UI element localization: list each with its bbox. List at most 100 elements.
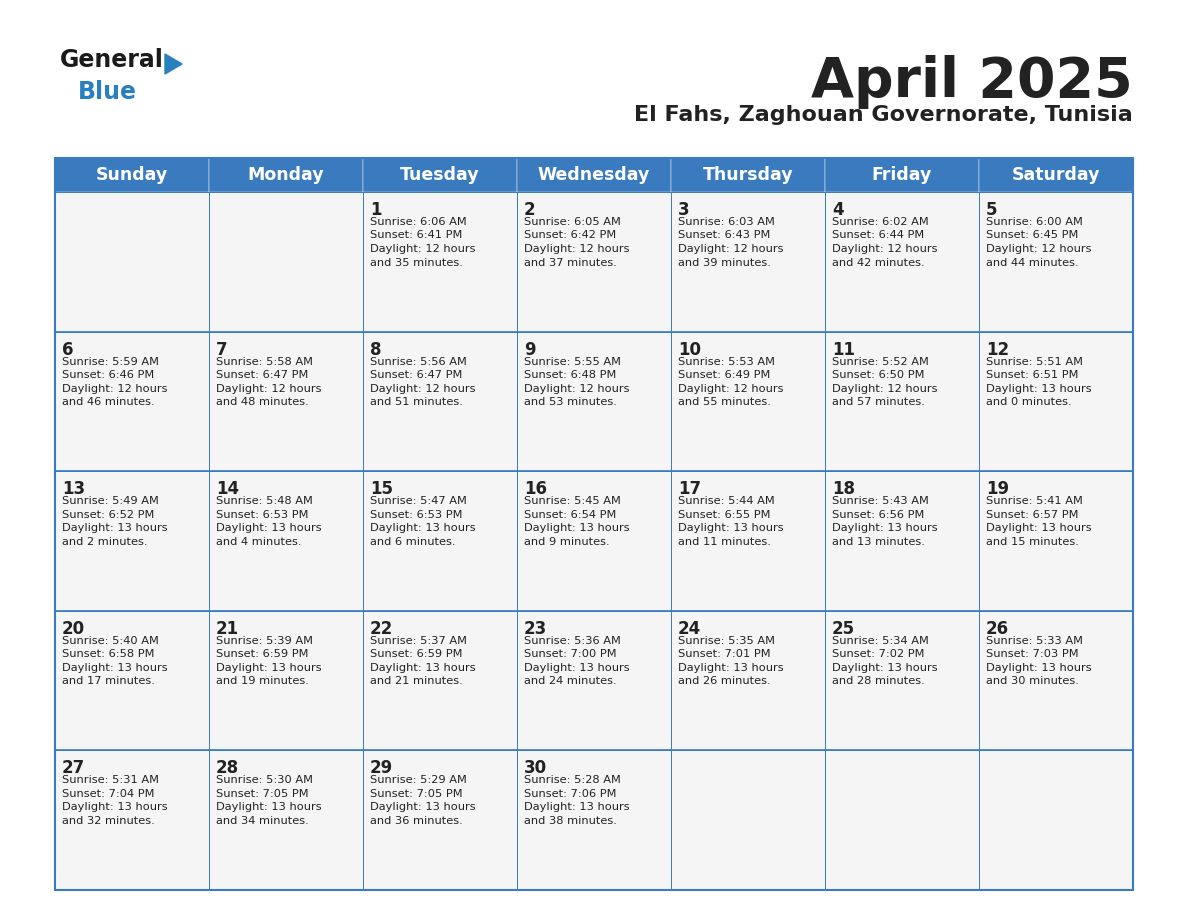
Text: 19: 19 [986,480,1009,498]
Text: and 51 minutes.: and 51 minutes. [369,397,463,407]
Text: and 37 minutes.: and 37 minutes. [524,258,617,267]
Text: Daylight: 13 hours: Daylight: 13 hours [986,384,1092,394]
Text: Sunrise: 5:41 AM: Sunrise: 5:41 AM [986,497,1083,506]
Text: and 39 minutes.: and 39 minutes. [678,258,771,267]
Text: Sunset: 7:01 PM: Sunset: 7:01 PM [678,649,771,659]
Bar [209,610,364,750]
Text: 14: 14 [216,480,239,498]
Text: Sunset: 7:04 PM: Sunset: 7:04 PM [62,789,154,799]
Text: Sunrise: 5:28 AM: Sunrise: 5:28 AM [524,776,621,786]
Bar [364,192,517,331]
Text: and 28 minutes.: and 28 minutes. [832,677,924,687]
Text: Sunrise: 5:37 AM: Sunrise: 5:37 AM [369,636,467,645]
Text: Sunset: 6:49 PM: Sunset: 6:49 PM [678,370,770,380]
Text: and 35 minutes.: and 35 minutes. [369,258,463,267]
Text: Sunrise: 5:49 AM: Sunrise: 5:49 AM [62,497,159,506]
Text: Sunset: 6:44 PM: Sunset: 6:44 PM [832,230,924,241]
Bar [517,331,671,471]
Text: and 11 minutes.: and 11 minutes. [678,537,771,547]
Text: Sunrise: 5:55 AM: Sunrise: 5:55 AM [524,356,621,366]
Bar [209,471,364,610]
Text: and 26 minutes.: and 26 minutes. [678,677,771,687]
Text: Daylight: 12 hours: Daylight: 12 hours [832,244,937,254]
Text: Sunrise: 5:43 AM: Sunrise: 5:43 AM [832,497,929,506]
Text: 17: 17 [678,480,701,498]
Text: Sunset: 6:47 PM: Sunset: 6:47 PM [369,370,462,380]
Bar [364,610,517,750]
Text: Sunrise: 6:05 AM: Sunrise: 6:05 AM [524,217,621,227]
Text: Daylight: 12 hours: Daylight: 12 hours [216,384,322,394]
Text: Daylight: 12 hours: Daylight: 12 hours [986,244,1092,254]
Text: Sunrise: 5:29 AM: Sunrise: 5:29 AM [369,776,467,786]
Text: Sunset: 6:41 PM: Sunset: 6:41 PM [369,230,462,241]
Text: and 44 minutes.: and 44 minutes. [986,258,1079,267]
Text: Sunset: 6:53 PM: Sunset: 6:53 PM [216,509,309,520]
Text: and 38 minutes.: and 38 minutes. [524,816,617,826]
Text: and 32 minutes.: and 32 minutes. [62,816,154,826]
Text: 4: 4 [832,201,843,219]
Text: Daylight: 12 hours: Daylight: 12 hours [678,244,784,254]
Text: 26: 26 [986,620,1009,638]
Bar [671,331,824,471]
Text: Sunrise: 5:36 AM: Sunrise: 5:36 AM [524,636,621,645]
Text: 23: 23 [524,620,548,638]
Polygon shape [165,54,182,74]
Bar [364,471,517,610]
Text: 11: 11 [832,341,855,359]
Text: 8: 8 [369,341,381,359]
Text: Sunset: 6:56 PM: Sunset: 6:56 PM [832,509,924,520]
Text: 25: 25 [832,620,855,638]
Text: Sunrise: 5:34 AM: Sunrise: 5:34 AM [832,636,929,645]
Text: and 2 minutes.: and 2 minutes. [62,537,147,547]
Text: Sunset: 6:48 PM: Sunset: 6:48 PM [524,370,617,380]
Text: and 55 minutes.: and 55 minutes. [678,397,771,407]
Bar [364,750,517,890]
Text: Sunrise: 5:30 AM: Sunrise: 5:30 AM [216,776,312,786]
Text: Sunrise: 5:51 AM: Sunrise: 5:51 AM [986,356,1083,366]
Bar [824,750,979,890]
Text: Daylight: 13 hours: Daylight: 13 hours [62,663,168,673]
Bar [364,331,517,471]
Text: Sunset: 7:00 PM: Sunset: 7:00 PM [524,649,617,659]
Bar [979,610,1133,750]
Text: Daylight: 12 hours: Daylight: 12 hours [62,384,168,394]
Text: Sunrise: 5:39 AM: Sunrise: 5:39 AM [216,636,312,645]
Text: 29: 29 [369,759,393,778]
Text: and 36 minutes.: and 36 minutes. [369,816,463,826]
Text: 7: 7 [216,341,228,359]
Text: 24: 24 [678,620,701,638]
Bar [209,192,364,331]
Text: El Fahs, Zaghouan Governorate, Tunisia: El Fahs, Zaghouan Governorate, Tunisia [634,105,1133,125]
Text: Daylight: 13 hours: Daylight: 13 hours [369,523,475,533]
Text: and 21 minutes.: and 21 minutes. [369,677,463,687]
Text: Sunrise: 5:59 AM: Sunrise: 5:59 AM [62,356,159,366]
Text: 27: 27 [62,759,86,778]
Text: Sunset: 7:03 PM: Sunset: 7:03 PM [986,649,1079,659]
Text: Sunrise: 5:52 AM: Sunrise: 5:52 AM [832,356,929,366]
Bar [671,471,824,610]
Text: and 13 minutes.: and 13 minutes. [832,537,925,547]
Text: Daylight: 13 hours: Daylight: 13 hours [62,802,168,812]
Text: Sunrise: 5:48 AM: Sunrise: 5:48 AM [216,497,312,506]
Text: Sunday: Sunday [96,166,169,184]
Bar [824,610,979,750]
Text: Sunrise: 6:02 AM: Sunrise: 6:02 AM [832,217,929,227]
Text: Sunrise: 5:56 AM: Sunrise: 5:56 AM [369,356,467,366]
Text: and 48 minutes.: and 48 minutes. [216,397,309,407]
Text: 20: 20 [62,620,86,638]
Text: Sunset: 6:58 PM: Sunset: 6:58 PM [62,649,154,659]
Text: Daylight: 13 hours: Daylight: 13 hours [524,663,630,673]
Text: and 53 minutes.: and 53 minutes. [524,397,617,407]
Text: 22: 22 [369,620,393,638]
Text: Sunset: 6:59 PM: Sunset: 6:59 PM [369,649,462,659]
Bar [824,192,979,331]
Text: and 30 minutes.: and 30 minutes. [986,677,1079,687]
Text: and 57 minutes.: and 57 minutes. [832,397,925,407]
Bar [517,610,671,750]
Text: Sunset: 7:06 PM: Sunset: 7:06 PM [524,789,617,799]
Text: and 0 minutes.: and 0 minutes. [986,397,1072,407]
Text: 15: 15 [369,480,393,498]
Bar [671,192,824,331]
Text: Sunset: 7:02 PM: Sunset: 7:02 PM [832,649,924,659]
Text: Daylight: 12 hours: Daylight: 12 hours [369,244,475,254]
